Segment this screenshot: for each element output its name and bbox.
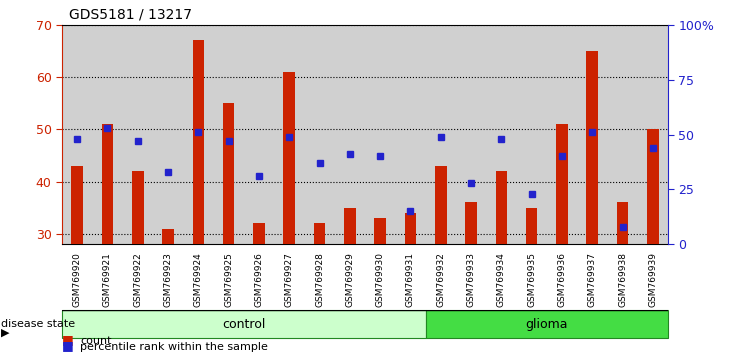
Bar [223,103,234,244]
Bar [304,25,335,244]
Bar [456,25,486,244]
Text: count: count [80,336,112,346]
Bar [638,25,668,244]
Bar [253,223,265,244]
Text: control: control [222,318,266,331]
Text: ■: ■ [62,333,74,346]
Bar [183,25,214,244]
Bar [72,166,83,244]
Bar [132,171,144,244]
Bar [556,124,568,244]
Text: ■: ■ [62,339,74,352]
Text: percentile rank within the sample: percentile rank within the sample [80,342,268,352]
Bar [517,25,547,244]
Bar [244,25,274,244]
Bar [607,25,638,244]
Bar [344,208,356,244]
Bar [547,25,577,244]
Bar [435,166,447,244]
Bar [526,208,537,244]
Text: disease state: disease state [1,319,76,329]
Text: glioma: glioma [526,318,568,331]
Bar [101,124,113,244]
Bar [62,310,426,338]
Bar [617,202,629,244]
Bar [193,40,204,244]
Bar [486,25,517,244]
Bar [426,310,668,338]
Bar [214,25,244,244]
Bar [123,25,153,244]
Bar [62,25,93,244]
Bar [274,25,304,244]
Bar [153,25,183,244]
Bar [93,25,123,244]
Bar [586,51,598,244]
Bar [374,218,386,244]
Bar [162,229,174,244]
Bar [496,171,507,244]
Bar [365,25,396,244]
Bar [283,72,295,244]
Bar [396,25,426,244]
Bar [465,202,477,244]
Bar [577,25,607,244]
Bar [426,25,456,244]
Bar [404,213,416,244]
Bar [314,223,326,244]
Text: ▶: ▶ [1,328,10,338]
Bar [335,25,365,244]
Bar [647,129,658,244]
Text: GDS5181 / 13217: GDS5181 / 13217 [69,7,192,21]
